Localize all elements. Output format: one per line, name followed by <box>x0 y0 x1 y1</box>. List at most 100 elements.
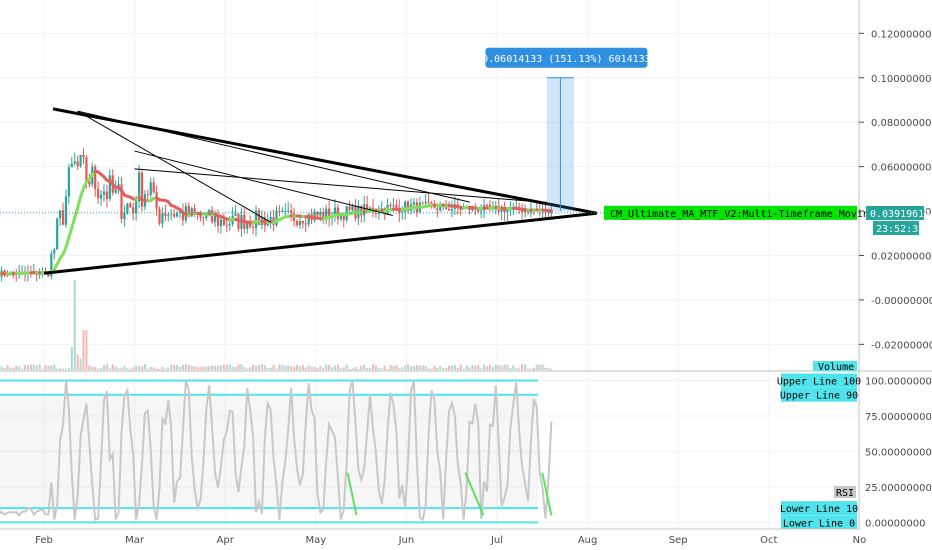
price-axis[interactable]: 0.12000000 0.10000000 0.08000000 0.06000000… <box>859 29 932 351</box>
volume-bar <box>170 364 173 370</box>
candle-body <box>228 223 231 226</box>
candle-body <box>424 201 427 204</box>
volume-bar <box>50 365 53 370</box>
volume-bar <box>237 364 240 370</box>
volume-bar <box>173 365 176 370</box>
volume-bar <box>272 365 275 370</box>
volume-bar <box>94 366 97 370</box>
volume-bar <box>371 364 375 370</box>
candle-body <box>436 208 439 211</box>
volume-bar <box>117 368 120 370</box>
candle-body <box>129 203 132 208</box>
volume-bar <box>64 368 67 370</box>
candle-body <box>395 205 398 208</box>
volume-bar <box>538 364 541 370</box>
volume-bar <box>129 368 132 370</box>
drawn-trendlines[interactable] <box>0 107 859 275</box>
volume-bar <box>225 364 228 370</box>
volume-bar <box>79 358 82 370</box>
candle-body <box>275 210 278 226</box>
countdown-value: 23:52:32 <box>876 224 924 235</box>
candle-body <box>38 274 41 276</box>
candle-body <box>295 220 299 226</box>
candle-body <box>500 208 503 212</box>
price-tick-label: 0.12000000 <box>871 29 931 40</box>
candle-body <box>316 211 319 216</box>
volume-bar <box>366 368 369 370</box>
ma-segment <box>67 226 74 240</box>
volume-bar <box>427 368 430 370</box>
candle-body <box>406 201 410 212</box>
volume-bar <box>456 367 459 370</box>
volume-bar <box>284 365 287 370</box>
time-tick-label: May <box>305 535 326 546</box>
time-axis[interactable]: Feb Mar Apr May Jun Jul Aug Sep Oct No <box>35 535 866 546</box>
rsi-axis[interactable]: 100.00000000 75.00000000 50.00000000 25.000… <box>865 377 932 530</box>
volume-bar <box>313 367 316 370</box>
volume-bar <box>281 364 284 370</box>
volume-bar <box>415 365 418 370</box>
volume-bar <box>509 368 512 370</box>
volume-bar <box>196 367 199 370</box>
volume-bar <box>211 365 214 370</box>
volume-bar <box>105 364 108 370</box>
candle-body <box>155 192 158 209</box>
volume-bar <box>518 368 521 370</box>
volume-bar <box>102 364 105 370</box>
volume-bar <box>56 368 59 370</box>
volume-bar <box>339 368 342 370</box>
candle-body <box>368 207 372 210</box>
candle-body <box>363 204 366 216</box>
time-tick-label: Apr <box>217 535 235 546</box>
candle-body <box>85 157 88 181</box>
candle-body <box>73 161 76 164</box>
volume-bar <box>193 366 196 370</box>
rsi-level-label: Lower Line 0 <box>783 518 855 529</box>
candle-body <box>234 213 237 216</box>
volume-bar <box>202 366 205 370</box>
candle-body <box>360 205 363 216</box>
volume-bar <box>108 368 111 370</box>
candle-body <box>216 215 220 226</box>
volume-bar <box>450 365 453 370</box>
volume-bar <box>486 366 489 370</box>
volume-bar <box>138 366 141 370</box>
price-panel[interactable]: 0.06014133 (151.13%) 6014133 <box>0 0 860 529</box>
candle-body <box>99 194 103 199</box>
volume-bar <box>351 368 354 370</box>
candle-body <box>333 207 337 216</box>
candle-body <box>161 212 164 224</box>
candle-body <box>421 202 424 204</box>
candle-body <box>202 217 205 219</box>
volume-bar <box>234 366 237 370</box>
volume-bar <box>295 364 298 370</box>
candle-body <box>301 220 304 224</box>
volume-bar <box>383 365 386 370</box>
rsi-level-tag <box>781 373 857 388</box>
rsi-panel[interactable] <box>0 379 859 524</box>
volume-bar <box>184 364 187 370</box>
volume-bar <box>301 364 304 370</box>
volume-bar <box>544 367 547 370</box>
candle-body <box>53 249 56 254</box>
volume-bar <box>3 367 6 370</box>
volume-bar <box>307 365 310 370</box>
candle-body <box>193 208 196 214</box>
candle-body <box>290 210 293 213</box>
volume-bar <box>430 368 433 370</box>
rsi-tick-label: 50.00000000 <box>865 447 932 458</box>
volume-bar <box>348 368 351 370</box>
volume-bar <box>21 368 24 370</box>
volume-bar <box>529 368 532 370</box>
volume-bar <box>316 368 319 370</box>
ma-segment <box>64 236 71 249</box>
measure-tool[interactable]: 0.06014133 (151.13%) 6014133 <box>482 47 651 212</box>
volume-bar <box>126 368 129 370</box>
candle-body <box>480 210 483 212</box>
volume-bar <box>260 364 263 370</box>
ma-segment <box>70 216 77 230</box>
candle-body <box>135 201 138 214</box>
volume-bar <box>35 365 38 370</box>
rsi-tick-label: 25.00000000 <box>865 483 932 494</box>
